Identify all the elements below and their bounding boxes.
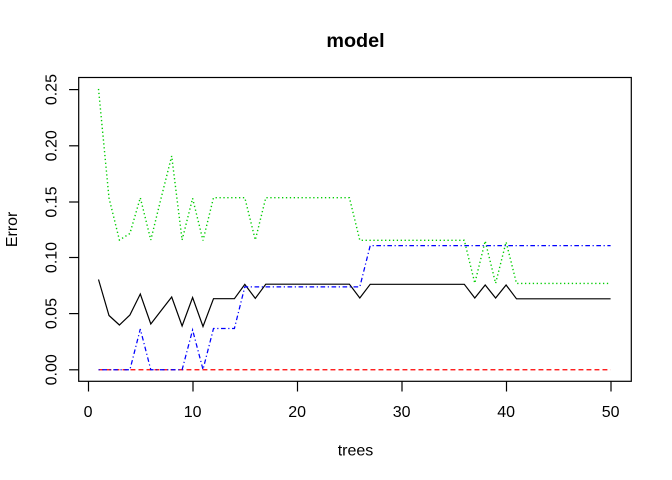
svg-text:0.00: 0.00	[43, 354, 60, 385]
svg-text:0.05: 0.05	[43, 298, 60, 329]
svg-text:30: 30	[393, 404, 411, 421]
svg-text:0.20: 0.20	[43, 130, 60, 161]
svg-text:0.15: 0.15	[43, 186, 60, 217]
svg-text:40: 40	[497, 404, 515, 421]
svg-text:Error: Error	[4, 211, 21, 247]
svg-text:model: model	[326, 30, 384, 52]
svg-text:10: 10	[184, 404, 202, 421]
svg-text:50: 50	[602, 404, 620, 421]
svg-text:trees: trees	[338, 443, 374, 460]
svg-text:20: 20	[288, 404, 306, 421]
svg-text:0: 0	[84, 404, 93, 421]
svg-text:0.10: 0.10	[43, 242, 60, 273]
svg-text:0.25: 0.25	[43, 74, 60, 105]
